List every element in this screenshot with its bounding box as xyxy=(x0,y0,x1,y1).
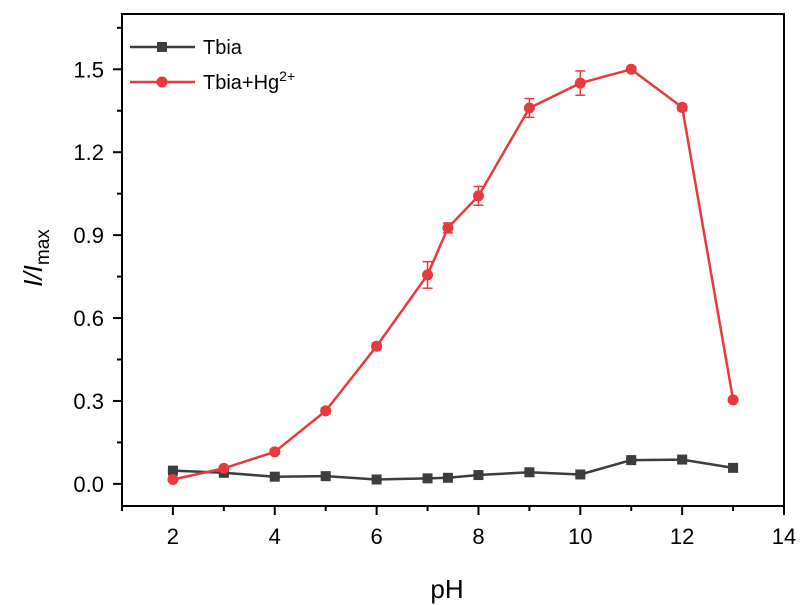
data-point xyxy=(442,472,453,483)
data-point xyxy=(422,473,433,484)
data-point xyxy=(167,473,179,485)
legend: Tbia Tbia+Hg2+ xyxy=(130,37,295,94)
legend-item: Tbia+Hg2+ xyxy=(130,68,295,94)
x-tick-label: 2 xyxy=(167,524,179,549)
x-tick-label: 8 xyxy=(472,524,484,549)
data-point xyxy=(167,465,178,476)
data-point xyxy=(677,454,688,465)
y-tick-label: 1.5 xyxy=(73,57,104,82)
data-point xyxy=(472,190,484,202)
y-tick-label: 1.2 xyxy=(73,140,104,165)
data-point xyxy=(320,471,331,482)
data-point xyxy=(371,474,382,485)
y-axis-title-base: I/I xyxy=(18,265,48,287)
data-point xyxy=(676,101,688,113)
series-line xyxy=(172,458,734,481)
series-tbia-hg2- xyxy=(167,63,739,485)
data-point xyxy=(371,340,383,352)
axes: 2 4 6 8 10 12 14 0.0 0.3 0.6 0.9 1.2 1.5 xyxy=(73,13,796,549)
x-tick-label: 6 xyxy=(370,524,382,549)
data-point xyxy=(422,269,434,281)
legend-label: Tbia xyxy=(203,37,243,59)
y-axis-title: I/Imax xyxy=(18,229,54,287)
data-point xyxy=(524,467,535,478)
y-axis-title-subscript: max xyxy=(33,229,54,265)
data-point xyxy=(574,77,586,89)
legend-item: Tbia xyxy=(130,37,243,59)
x-axis-title: pH xyxy=(430,574,463,604)
data-point xyxy=(442,222,454,234)
x-tick-label: 12 xyxy=(670,524,694,549)
data-point xyxy=(727,394,739,406)
x-tick-label: 10 xyxy=(568,524,592,549)
y-tick-label: 0.0 xyxy=(73,472,104,497)
plot-frame xyxy=(121,13,785,507)
y-tick-label: 0.6 xyxy=(73,306,104,331)
legend-label-superscript: 2+ xyxy=(279,68,295,84)
y-tick-label: 0.3 xyxy=(73,389,104,414)
series-line xyxy=(172,68,735,481)
data-point xyxy=(269,446,281,458)
data-point xyxy=(523,102,535,114)
y-tick-label: 0.9 xyxy=(73,223,104,248)
legend-label-base: Tbia xyxy=(203,37,243,59)
legend-marker xyxy=(157,42,167,52)
data-point xyxy=(625,63,637,75)
legend-label-base: Tbia+Hg xyxy=(203,72,279,94)
data-point xyxy=(320,405,332,417)
x-tick-label: 4 xyxy=(269,524,281,549)
series-layer xyxy=(167,63,739,485)
x-tick-label: 14 xyxy=(772,524,796,549)
data-point xyxy=(575,469,586,480)
legend-label: Tbia+Hg2+ xyxy=(203,68,295,94)
data-point xyxy=(269,471,280,482)
data-point xyxy=(728,462,739,473)
legend-marker xyxy=(156,76,168,88)
data-point xyxy=(218,462,230,474)
data-point xyxy=(473,470,484,481)
data-point xyxy=(626,455,637,466)
